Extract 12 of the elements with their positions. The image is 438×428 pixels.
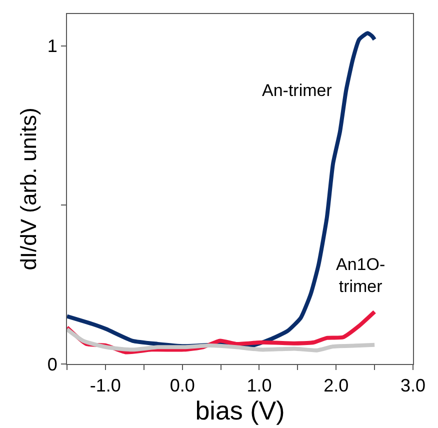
y-tick-label: 0 [47, 354, 58, 374]
x-tick-label: 1.0 [246, 376, 272, 396]
y-tick-label: 1 [47, 36, 58, 56]
x-tick-label: 2.0 [324, 376, 349, 396]
x-tick-label: 0.0 [170, 376, 195, 396]
series-label: An1O- trimer [336, 255, 386, 296]
series-label: An-trimer [262, 81, 332, 100]
x-tick-label: 3.0 [400, 376, 426, 396]
line-series [67, 327, 377, 352]
x-tick-label: -1.0 [90, 376, 121, 396]
y-axis-title: dI/dV (arb. units) [16, 108, 42, 270]
x-axis-title: bias (V) [195, 396, 285, 426]
